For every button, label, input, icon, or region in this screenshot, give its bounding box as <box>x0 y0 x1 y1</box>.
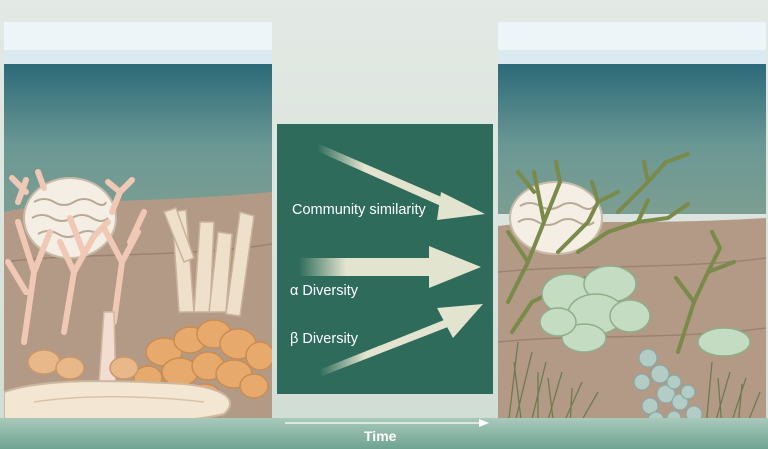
community-similarity-arrow-icon <box>317 144 485 220</box>
trend-arrows <box>299 144 485 376</box>
left-reef-panel <box>4 22 272 427</box>
degraded-reef-illustration <box>498 22 766 427</box>
coral-reef-illustration <box>4 22 272 427</box>
time-label: Time <box>364 428 397 444</box>
right-reef-panel <box>498 22 766 427</box>
beta-diversity-arrow-icon <box>319 304 483 376</box>
community-similarity-label: Community similarity <box>292 202 426 218</box>
beta-diversity-label: β Diversity <box>290 331 358 347</box>
time-arrow-icon <box>285 419 489 427</box>
alpha-diversity-arrow-icon <box>299 246 481 288</box>
alpha-diversity-label: α Diversity <box>290 283 358 299</box>
